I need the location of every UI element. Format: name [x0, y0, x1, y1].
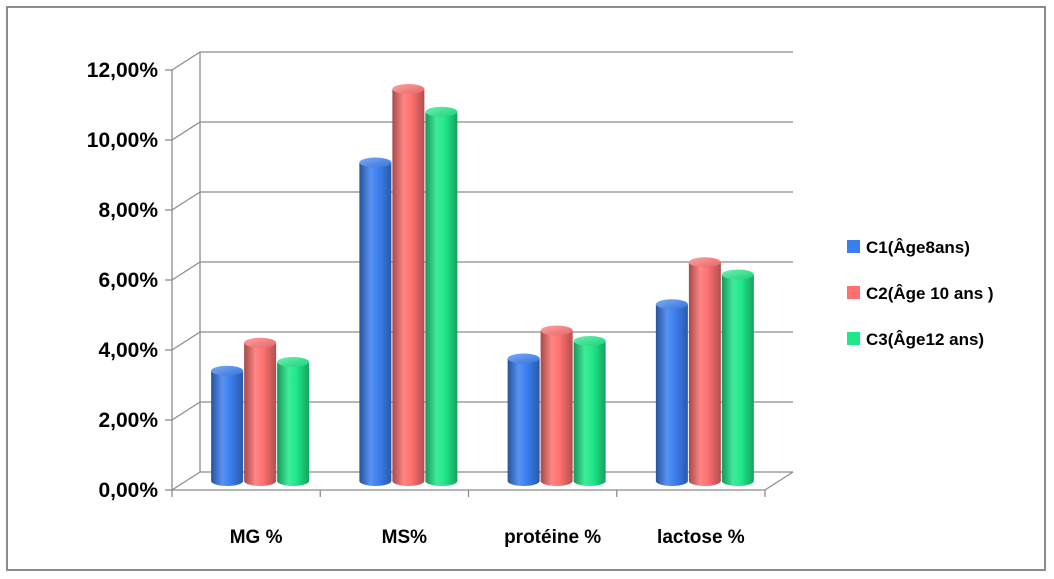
bar-0-1	[359, 157, 392, 487]
axes	[165, 52, 794, 497]
labels: 0,00% 2,00% 4,00% 6,00% 8,00% 10,00% 12,00% MG …	[87, 59, 745, 548]
x-category-label: protéine %	[504, 527, 601, 548]
y-tick-label: 2,00%	[98, 409, 158, 432]
legend-label: C3(Âge12 ans)	[866, 330, 984, 349]
bar-top	[277, 357, 310, 367]
legend: C1(Âge8ans) C2(Âge 10 ans ) C3(Âge12 ans)	[847, 238, 994, 349]
bar-1-3	[688, 257, 721, 487]
bar-top	[507, 353, 540, 364]
bar-body	[721, 274, 754, 487]
bar-top	[425, 106, 458, 117]
wall-gridline	[171, 121, 201, 141]
wall-gridline	[171, 191, 201, 211]
bar-body	[211, 370, 244, 487]
wall-gridline	[171, 401, 201, 421]
bar-2-2	[573, 336, 606, 487]
wall-gridline	[171, 471, 201, 491]
bar-body	[277, 362, 310, 487]
bar-body	[392, 89, 425, 487]
bar-0-0	[211, 365, 244, 487]
bar-top	[392, 84, 425, 94]
bar-2-0	[277, 357, 310, 487]
legend-swatch	[847, 286, 860, 299]
legend-swatch	[847, 240, 860, 253]
bar-top	[655, 299, 688, 310]
wall-gridline	[171, 331, 201, 351]
bar-1-1	[392, 84, 425, 487]
bar-2-3	[721, 269, 754, 487]
bar-top	[359, 157, 392, 168]
y-tick-label: 10,00%	[87, 129, 159, 152]
bar-body	[359, 162, 392, 487]
bar-body	[573, 341, 606, 487]
bar-top	[721, 269, 754, 280]
bar-body	[688, 262, 721, 487]
bar-body	[244, 342, 277, 487]
legend-swatch	[847, 332, 860, 345]
floor-edge	[764, 471, 794, 491]
bar-body	[507, 358, 540, 487]
bar-top	[540, 325, 573, 336]
bar-body	[540, 330, 573, 487]
bars	[211, 84, 754, 487]
y-tick-label: 8,00%	[98, 199, 158, 222]
x-category-label: MS%	[382, 527, 428, 548]
legend-label: C2(Âge 10 ans )	[866, 284, 994, 303]
bar-0-2	[507, 353, 540, 487]
x-category-label: MG %	[230, 527, 283, 548]
bar-top	[688, 257, 721, 268]
bar-1-0	[244, 337, 277, 487]
wall-gridline	[171, 51, 201, 71]
bar-2-1	[425, 106, 458, 487]
wall-gridline	[171, 261, 201, 281]
bar-1-2	[540, 325, 573, 487]
y-tick-label: 12,00%	[87, 59, 159, 82]
legend-label: C1(Âge8ans)	[866, 238, 970, 257]
y-tick-label: 4,00%	[98, 339, 158, 362]
bar-top	[573, 336, 606, 346]
bar-body	[425, 111, 458, 487]
bar-body	[655, 304, 688, 487]
bar-top	[211, 365, 244, 376]
bar-0-3	[655, 299, 688, 487]
y-tick-label: 0,00%	[98, 479, 158, 502]
y-tick-label: 6,00%	[98, 269, 158, 292]
bar-top	[244, 337, 277, 348]
x-category-label: lactose %	[657, 527, 745, 548]
